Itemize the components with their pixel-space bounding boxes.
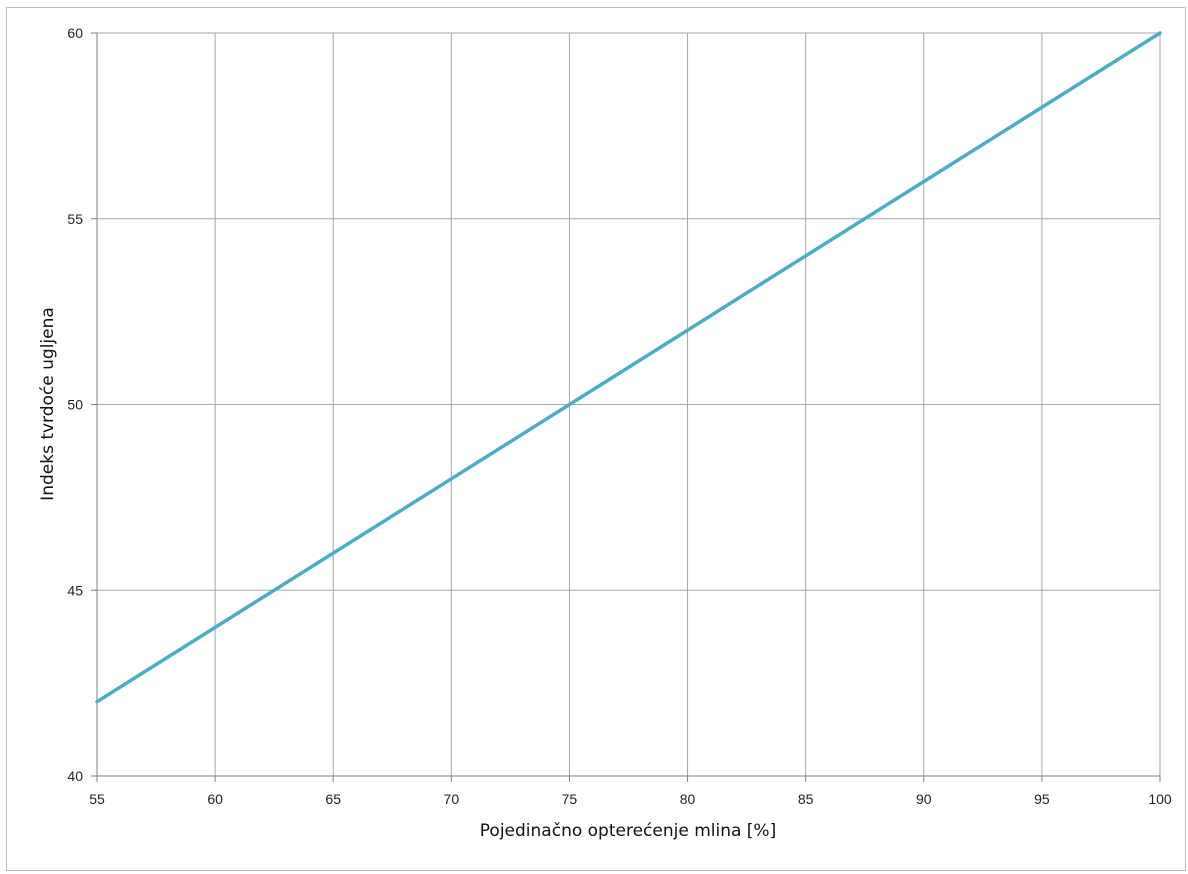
y-tick-label: 50 xyxy=(67,397,83,413)
y-tick-label: 55 xyxy=(67,211,83,227)
x-tick-label: 90 xyxy=(916,791,932,807)
y-tick-labels: 40 45 50 55 60 xyxy=(67,25,83,784)
x-axis-label: Pojedinačno opterećenje mlina [%] xyxy=(480,821,776,841)
y-axis-label: Indeks tvrdoće ugljena xyxy=(38,307,58,501)
x-tick-labels: 55 60 65 70 75 80 85 90 95 100 xyxy=(89,791,1172,807)
chart-frame xyxy=(6,7,1186,871)
x-tick-label: 70 xyxy=(444,791,460,807)
x-tick-label: 95 xyxy=(1034,791,1050,807)
series-line xyxy=(95,31,1162,704)
y-tick-label: 60 xyxy=(67,25,83,41)
series-group xyxy=(95,31,1162,704)
x-tick-label: 60 xyxy=(207,791,223,807)
x-tick-label: 75 xyxy=(562,791,578,807)
x-tick-label: 85 xyxy=(798,791,814,807)
grid-lines xyxy=(96,32,1161,777)
axes xyxy=(91,32,1161,782)
y-tick-label: 45 xyxy=(67,582,83,598)
x-tick-label: 55 xyxy=(89,791,105,807)
y-tick-label: 40 xyxy=(67,768,83,784)
x-tick-label: 100 xyxy=(1148,791,1172,807)
x-tick-label: 80 xyxy=(680,791,696,807)
x-tick-label: 65 xyxy=(325,791,341,807)
